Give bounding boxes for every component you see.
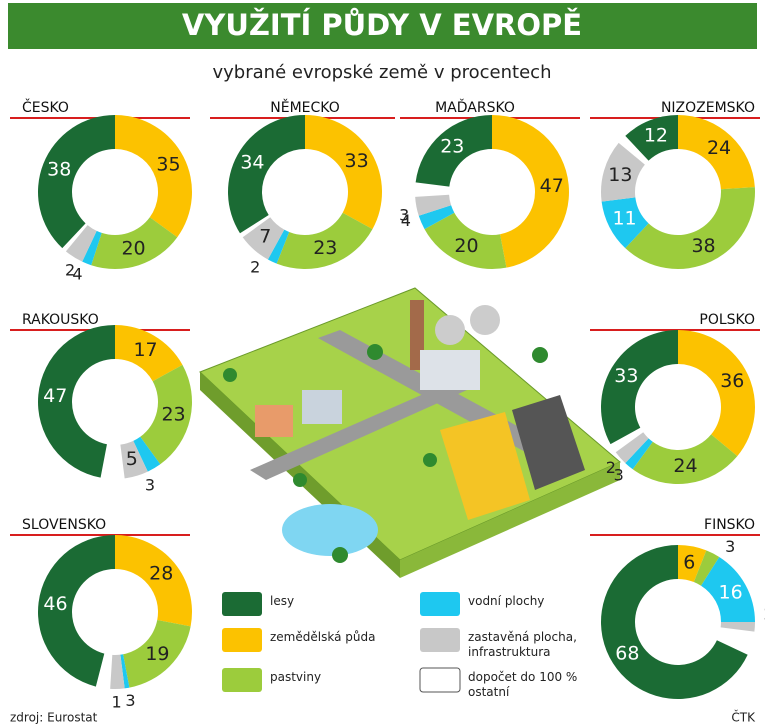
- donut-segment: [228, 115, 305, 233]
- value-label: 23: [161, 404, 185, 426]
- legend-swatch: [420, 592, 460, 616]
- value-label: 19: [145, 643, 169, 665]
- value-label: 3: [614, 466, 624, 485]
- chart-title: MAĎARSKO: [435, 98, 515, 116]
- credit: ČTK: [731, 710, 756, 725]
- value-label: 24: [707, 137, 731, 159]
- chart-title: POLSKO: [699, 312, 755, 328]
- value-label: 47: [540, 175, 564, 197]
- value-label: 34: [240, 152, 264, 174]
- value-label: 68: [615, 643, 639, 665]
- donut-segment: [115, 115, 192, 237]
- chart-title: NIZOZEMSKO: [661, 100, 755, 116]
- value-label: 38: [47, 158, 71, 180]
- value-label: 7: [259, 226, 271, 248]
- value-label: 5: [126, 448, 138, 470]
- legend-label: dopočet do 100 % ostatní: [468, 670, 593, 700]
- value-label: 33: [345, 150, 369, 172]
- donut-segment: [678, 330, 755, 456]
- value-label: 3: [125, 691, 135, 710]
- value-label: 4: [72, 264, 82, 283]
- donut-segment: [601, 330, 678, 444]
- legend-label: zemědělská půda: [270, 630, 420, 645]
- value-label: 17: [133, 339, 157, 361]
- value-label: 3: [145, 476, 155, 495]
- value-label: 46: [43, 593, 67, 615]
- value-label: 24: [673, 455, 697, 477]
- chart-title: SLOVENSKO: [22, 517, 106, 533]
- value-label: 1: [111, 692, 121, 711]
- value-label: 4: [401, 211, 411, 230]
- value-label: 28: [149, 562, 173, 584]
- value-label: 20: [121, 238, 145, 260]
- value-label: 12: [644, 125, 668, 147]
- value-label: 35: [156, 153, 180, 175]
- infographic: VYUŽITÍ PŮDY V EVROPĚ vybrané evropské z…: [0, 0, 765, 728]
- legend-label: pastviny: [270, 670, 420, 685]
- illustration: [200, 288, 620, 578]
- legend-label: zastavěná plocha, infrastruktura: [468, 630, 593, 660]
- value-label: 3: [725, 537, 735, 556]
- donut-segment: [625, 187, 755, 269]
- value-label: 38: [691, 235, 715, 257]
- chart-title: FINSKO: [704, 517, 755, 533]
- subtitle: vybrané evropské země v procentech: [213, 62, 552, 83]
- value-label: 33: [614, 365, 638, 387]
- value-label: 2: [250, 258, 260, 277]
- donut-segment: [721, 622, 755, 632]
- value-label: 16: [718, 582, 742, 604]
- legend-swatch: [222, 592, 262, 616]
- value-label: 20: [454, 235, 478, 257]
- legend-label: lesy: [270, 594, 420, 609]
- legend-swatch: [420, 668, 460, 692]
- legend-swatch: [222, 668, 262, 692]
- legend-label: vodní plochy: [468, 594, 618, 609]
- value-label: 11: [612, 208, 636, 230]
- chart-title: ČESKO: [22, 98, 69, 116]
- title: VYUŽITÍ PŮDY V EVROPĚ: [182, 8, 582, 42]
- chart-title: NĚMECKO: [270, 99, 339, 116]
- chart-title: RAKOUSKO: [22, 312, 99, 328]
- legend-swatch: [420, 628, 460, 652]
- legend-swatch: [222, 628, 262, 652]
- value-label: 36: [720, 370, 744, 392]
- value-label: 13: [608, 164, 632, 186]
- source: zdroj: Eurostat: [10, 711, 98, 725]
- donut-segment: [305, 115, 382, 229]
- value-label: 47: [43, 385, 67, 407]
- value-label: 23: [440, 135, 464, 157]
- chart: VYUŽITÍ PŮDY V EVROPĚ vybrané evropské z…: [0, 0, 765, 728]
- donut-segment: [38, 115, 115, 248]
- value-label: 23: [313, 237, 337, 259]
- value-label: 6: [683, 552, 695, 574]
